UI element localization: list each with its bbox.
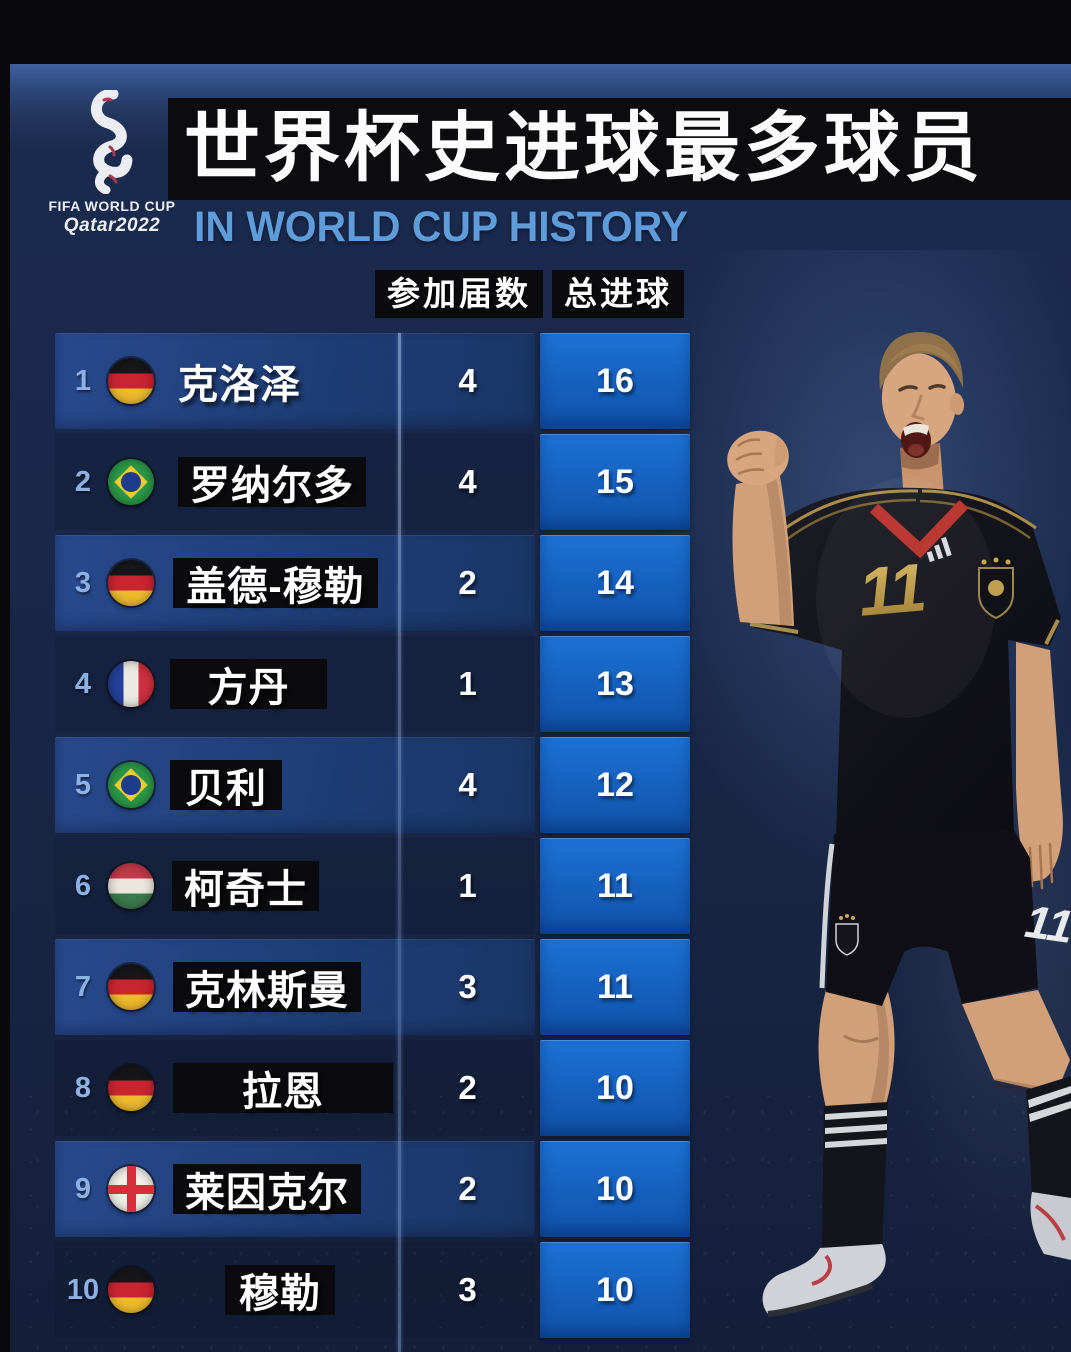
appearances-value: 2 [458,1069,477,1106]
table-row: 4 方丹 1 13 [0,636,700,732]
table-row: 6 柯奇士 1 11 [0,838,700,934]
table-row: 2 罗纳尔多 4 15 [0,434,700,530]
column-header-appearances: 参加届数 [375,270,543,318]
germany-flag-icon [108,560,154,606]
logo-qatar2022: Qatar2022 [63,215,161,236]
england-flag-icon [108,1166,154,1212]
table-row: 7 克林斯曼 3 11 [0,939,700,1035]
hungary-flag-icon [108,863,154,909]
rank-label: 8 [74,1072,92,1104]
goals-value: 13 [596,665,634,703]
goals-box: 11 [540,939,690,1035]
appearances-value: 4 [458,463,477,500]
rank-label: 10 [66,1274,100,1306]
goals-value: 15 [596,463,634,501]
player-name: 柯奇士 [172,861,319,912]
table-row: 10 穆勒 3 10 [0,1242,700,1338]
player-name: 克林斯曼 [173,962,361,1013]
appearances-value: 1 [458,665,477,702]
goals-box: 10 [540,1242,690,1338]
rank-label: 9 [74,1173,92,1205]
goals-value: 10 [596,1271,634,1309]
goals-box: 16 [540,333,690,429]
fifa-world-cup-logo: FIFA WORLD CUP Qatar2022 [44,90,180,237]
france-flag-icon [108,661,154,707]
appearances-value: 4 [458,362,477,399]
ranking-table: 1 克洛泽 4 16 2 罗纳尔多 4 15 3 盖德-穆勒 2 14 [0,333,700,1352]
germany-flag-icon [108,1065,154,1111]
goals-box: 10 [540,1141,690,1237]
page-subtitle: IN WORLD CUP HISTORY [194,203,689,251]
title-banner: 世界杯史进球最多球员 [168,98,1071,200]
rank-label: 1 [74,365,92,397]
rank-label: 3 [74,567,92,599]
goals-value: 10 [596,1069,634,1107]
goals-box: 10 [540,1040,690,1136]
table-row: 1 克洛泽 4 16 [0,333,700,429]
goals-value: 12 [596,766,634,804]
player-name: 莱因克尔 [173,1164,361,1215]
logo-wordmark: FIFA WORLD CUP [48,198,176,214]
brazil-flag-icon [108,459,154,505]
appearances-value: 3 [458,1271,477,1308]
goals-box: 11 [540,838,690,934]
appearances-value: 2 [458,564,477,601]
brazil-flag-icon [108,762,154,808]
appearances-value: 4 [458,766,477,803]
rank-label: 5 [74,769,92,801]
rank-label: 4 [74,668,92,700]
column-header-goals: 总进球 [552,270,684,318]
player-name: 穆勒 [225,1265,335,1316]
appearances-value: 3 [458,968,477,1005]
goals-value: 14 [596,564,634,602]
germany-flag-icon [108,1267,154,1313]
goals-box: 14 [540,535,690,631]
goals-value: 10 [596,1170,634,1208]
player-name: 方丹 [170,659,327,710]
player-name: 贝利 [170,760,282,811]
player-name: 拉恩 [173,1063,393,1114]
goals-box: 13 [540,636,690,732]
rank-label: 7 [74,971,92,1003]
goals-value: 16 [596,362,634,400]
page-title: 世界杯史进球最多球员 [184,106,984,191]
goals-box: 15 [540,434,690,530]
rank-label: 6 [74,870,92,902]
player-name: 克洛泽 [178,363,301,407]
player-name: 罗纳尔多 [178,457,366,508]
player-name: 盖德-穆勒 [173,558,378,609]
goals-value: 11 [597,867,633,905]
table-row: 8 拉恩 2 10 [0,1040,700,1136]
goals-box: 12 [540,737,690,833]
germany-flag-icon [108,964,154,1010]
rank-label: 2 [74,466,92,498]
germany-flag-icon [108,358,154,404]
column-divider-line [398,333,401,1352]
table-row: 9 莱因克尔 2 10 [0,1141,700,1237]
appearances-value: 1 [458,867,477,904]
goals-value: 11 [597,968,633,1006]
table-row: 5 贝利 4 12 [0,737,700,833]
qatar-2022-emblem-icon [91,90,133,194]
table-row: 3 盖德-穆勒 2 14 [0,535,700,631]
appearances-value: 2 [458,1170,477,1207]
